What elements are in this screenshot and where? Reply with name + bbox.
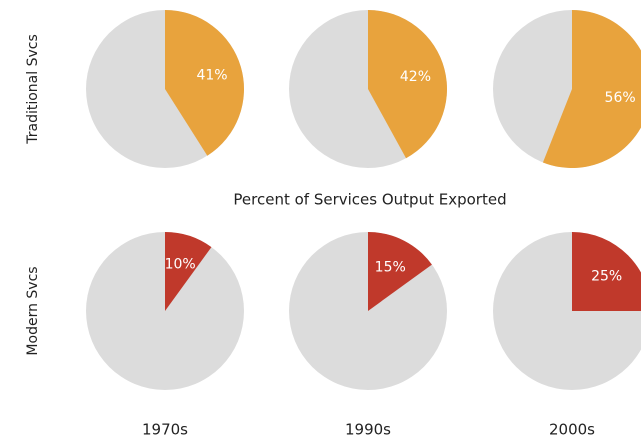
data-label: 56% bbox=[605, 90, 636, 106]
pie-slice bbox=[542, 10, 641, 168]
pie-slice bbox=[165, 10, 245, 156]
column-label: 1970s bbox=[142, 421, 188, 439]
pie-slice bbox=[368, 10, 448, 159]
chart-title: Percent of Services Output Exported bbox=[233, 191, 506, 209]
pie-slice bbox=[572, 232, 641, 311]
column-label: 1990s bbox=[345, 421, 391, 439]
data-label: 25% bbox=[591, 268, 622, 284]
pie-slice bbox=[368, 232, 432, 311]
row-label: Traditional Svcs bbox=[25, 34, 41, 145]
data-label: 42% bbox=[400, 69, 431, 85]
pie-slice bbox=[165, 232, 212, 311]
column-label: 2000s bbox=[549, 421, 595, 439]
data-label: 15% bbox=[375, 259, 406, 275]
row-label: Modern Svcs bbox=[25, 266, 41, 355]
data-label: 41% bbox=[196, 67, 227, 83]
data-label: 10% bbox=[165, 256, 196, 272]
